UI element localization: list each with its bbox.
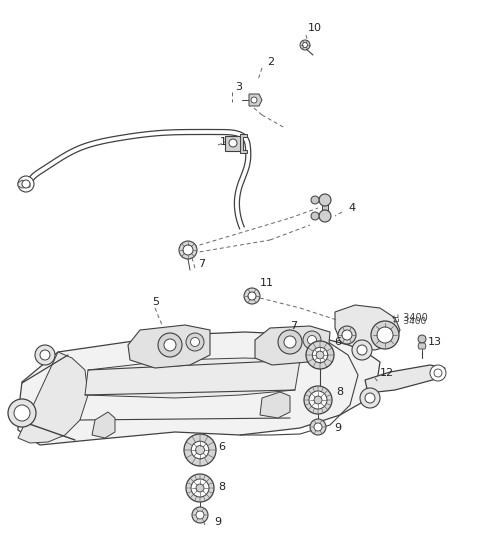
Polygon shape xyxy=(365,365,445,393)
Circle shape xyxy=(311,212,319,220)
Circle shape xyxy=(338,326,356,344)
Text: 7: 7 xyxy=(290,321,297,331)
Polygon shape xyxy=(249,94,262,106)
Polygon shape xyxy=(322,200,328,216)
Circle shape xyxy=(164,339,176,351)
Circle shape xyxy=(316,351,324,359)
Text: 6: 6 xyxy=(218,442,225,452)
Circle shape xyxy=(319,194,331,206)
Polygon shape xyxy=(260,392,290,418)
Polygon shape xyxy=(18,332,380,445)
Circle shape xyxy=(306,341,334,369)
Text: 2: 2 xyxy=(267,57,274,67)
Polygon shape xyxy=(85,358,300,398)
Circle shape xyxy=(8,399,36,427)
Circle shape xyxy=(22,180,30,188)
Polygon shape xyxy=(128,325,210,368)
Circle shape xyxy=(365,393,375,403)
Polygon shape xyxy=(18,352,88,443)
Circle shape xyxy=(196,484,204,492)
Circle shape xyxy=(191,338,200,347)
Text: 4: 4 xyxy=(348,203,355,213)
Text: 12: 12 xyxy=(380,368,394,378)
Circle shape xyxy=(309,391,327,409)
Circle shape xyxy=(191,441,209,459)
Circle shape xyxy=(302,42,308,47)
Text: 8: 8 xyxy=(218,482,225,492)
Circle shape xyxy=(251,97,257,103)
Circle shape xyxy=(314,396,322,404)
Circle shape xyxy=(196,511,204,519)
Circle shape xyxy=(158,333,182,357)
Text: 1: 1 xyxy=(220,137,227,147)
Polygon shape xyxy=(335,305,400,350)
Text: 9: 9 xyxy=(214,517,221,527)
Text: ↵ 3400: ↵ 3400 xyxy=(393,317,426,327)
Circle shape xyxy=(18,176,34,192)
Text: 8: 8 xyxy=(336,387,343,397)
Text: 9: 9 xyxy=(334,423,341,433)
Circle shape xyxy=(184,434,216,466)
Text: 5: 5 xyxy=(152,297,159,307)
Circle shape xyxy=(314,423,322,431)
Circle shape xyxy=(300,40,310,50)
Polygon shape xyxy=(240,134,247,153)
Text: 6: 6 xyxy=(334,337,341,347)
Circle shape xyxy=(430,365,446,381)
Circle shape xyxy=(360,388,380,408)
Circle shape xyxy=(40,350,50,360)
Text: 7: 7 xyxy=(198,259,205,269)
Polygon shape xyxy=(18,180,30,188)
Polygon shape xyxy=(418,343,426,349)
Text: 13: 13 xyxy=(428,337,442,347)
Text: ↵ 3400: ↵ 3400 xyxy=(392,313,428,323)
Circle shape xyxy=(179,241,197,259)
Circle shape xyxy=(284,336,296,348)
Text: 10: 10 xyxy=(308,23,322,33)
Circle shape xyxy=(191,479,209,497)
Circle shape xyxy=(308,336,316,344)
Circle shape xyxy=(14,405,30,421)
Circle shape xyxy=(186,474,214,502)
Circle shape xyxy=(278,330,302,354)
Circle shape xyxy=(186,333,204,351)
Circle shape xyxy=(311,196,319,204)
Circle shape xyxy=(342,330,352,340)
Circle shape xyxy=(248,292,256,300)
Circle shape xyxy=(183,245,193,255)
Circle shape xyxy=(35,345,55,365)
Circle shape xyxy=(377,327,393,343)
Polygon shape xyxy=(92,412,115,438)
Circle shape xyxy=(310,419,326,435)
Circle shape xyxy=(229,139,237,147)
Circle shape xyxy=(195,446,204,455)
Circle shape xyxy=(304,386,332,414)
Polygon shape xyxy=(255,326,330,365)
Circle shape xyxy=(192,507,208,523)
Polygon shape xyxy=(225,136,241,151)
Circle shape xyxy=(244,288,260,304)
Circle shape xyxy=(357,345,367,355)
Circle shape xyxy=(319,210,331,222)
Circle shape xyxy=(303,331,321,349)
Text: 11: 11 xyxy=(260,278,274,288)
Circle shape xyxy=(371,321,399,349)
Text: 3: 3 xyxy=(235,82,242,92)
Circle shape xyxy=(418,335,426,343)
Circle shape xyxy=(434,369,442,377)
Circle shape xyxy=(312,347,328,363)
Circle shape xyxy=(352,340,372,360)
